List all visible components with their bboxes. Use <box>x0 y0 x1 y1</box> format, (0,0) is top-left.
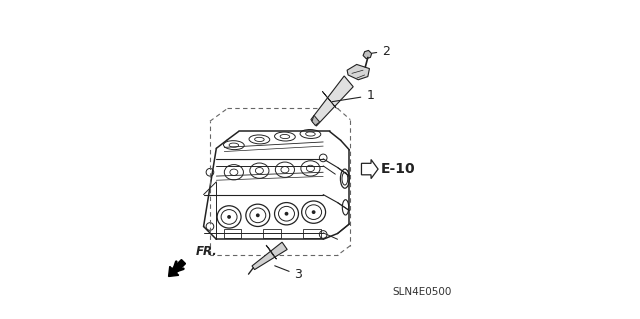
Bar <box>264 229 281 238</box>
Text: 1: 1 <box>332 89 374 102</box>
Polygon shape <box>216 131 349 166</box>
Polygon shape <box>252 242 287 270</box>
Polygon shape <box>204 148 349 239</box>
Polygon shape <box>362 160 378 179</box>
Text: E-10: E-10 <box>381 162 416 176</box>
Polygon shape <box>311 76 353 126</box>
Text: SLN4E0500: SLN4E0500 <box>392 287 452 297</box>
Bar <box>303 229 321 238</box>
Circle shape <box>256 213 260 217</box>
Polygon shape <box>266 245 276 259</box>
Polygon shape <box>363 50 372 59</box>
FancyArrow shape <box>168 260 186 277</box>
Bar <box>223 229 241 238</box>
Polygon shape <box>323 91 336 108</box>
Circle shape <box>285 212 289 216</box>
Circle shape <box>312 210 316 214</box>
Text: FR.: FR. <box>196 245 218 258</box>
Polygon shape <box>347 64 369 80</box>
Polygon shape <box>312 115 320 125</box>
Circle shape <box>227 215 231 219</box>
Text: 3: 3 <box>275 266 302 281</box>
Text: 2: 2 <box>372 45 390 57</box>
